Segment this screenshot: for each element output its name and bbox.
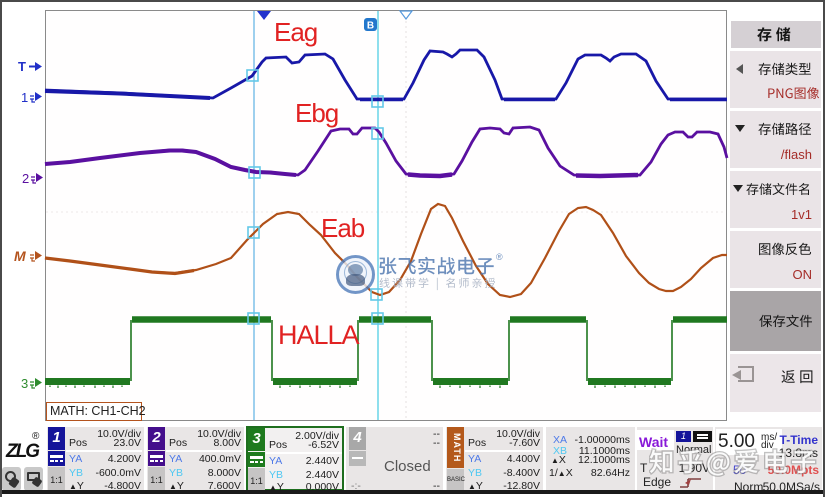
svg-text:B: B [367,21,374,32]
